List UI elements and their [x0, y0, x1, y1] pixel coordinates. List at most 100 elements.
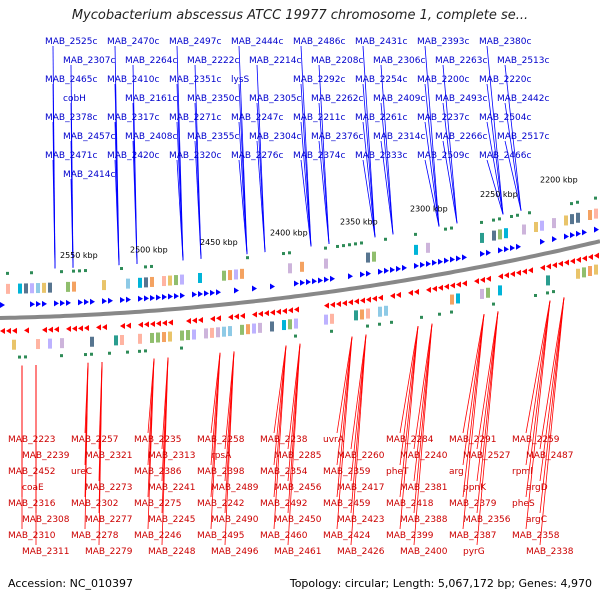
- forward-gene-label[interactable]: MAB_2466c: [479, 151, 532, 161]
- reverse-gene-label[interactable]: MAB_2426: [337, 547, 385, 557]
- reverse-gene-label[interactable]: MAB_2278: [71, 531, 119, 541]
- reverse-gene-label[interactable]: MAB_2359: [323, 467, 371, 477]
- reverse-gene-label[interactable]: MAB_2459: [323, 499, 371, 509]
- forward-gene-label[interactable]: MAB_2320c: [169, 151, 222, 161]
- reverse-gene-label[interactable]: MAB_2423: [337, 515, 385, 525]
- forward-gene-label[interactable]: MAB_2306c: [373, 56, 426, 66]
- forward-gene-label[interactable]: MAB_2504c: [479, 113, 532, 123]
- reverse-gene-label[interactable]: MAB_2495: [197, 531, 245, 541]
- reverse-gene-label[interactable]: MAB_2338: [526, 547, 574, 557]
- forward-gene-label[interactable]: MAB_2307c: [63, 56, 116, 66]
- reverse-gene-label[interactable]: MAB_2490: [211, 515, 259, 525]
- forward-gene-label[interactable]: MAB_2261c: [355, 113, 408, 123]
- reverse-gene-label[interactable]: MAB_2379: [449, 499, 497, 509]
- reverse-gene-label[interactable]: MAB_2241: [148, 483, 196, 493]
- reverse-gene-label[interactable]: MAB_2260: [337, 451, 385, 461]
- reverse-gene-label[interactable]: rpsA: [211, 451, 232, 461]
- reverse-gene-label[interactable]: pheT: [386, 467, 409, 477]
- forward-gene-label[interactable]: MAB_2200c: [417, 75, 470, 85]
- reverse-gene-label[interactable]: MAB_2496: [211, 547, 259, 557]
- reverse-gene-label[interactable]: MAB_2291: [449, 435, 497, 445]
- forward-gene-label[interactable]: MAB_2509c: [417, 151, 470, 161]
- reverse-gene-label[interactable]: MAB_2311: [22, 547, 70, 557]
- reverse-gene-label[interactable]: MAB_2308: [22, 515, 70, 525]
- forward-gene-label[interactable]: MAB_2486c: [293, 37, 346, 47]
- forward-gene-label[interactable]: MAB_2214c: [249, 56, 302, 66]
- reverse-gene-label[interactable]: MAB_2238: [260, 435, 308, 445]
- reverse-gene-label[interactable]: MAB_2381: [400, 483, 448, 493]
- reverse-gene-label[interactable]: MAB_2450: [274, 515, 322, 525]
- forward-gene-label[interactable]: MAB_2497c: [169, 37, 222, 47]
- reverse-gene-label[interactable]: MAB_2259: [512, 435, 560, 445]
- reverse-gene-label[interactable]: MAB_2461: [274, 547, 322, 557]
- forward-gene-label[interactable]: MAB_2444c: [231, 37, 284, 47]
- forward-gene-label[interactable]: cobH: [63, 94, 86, 104]
- forward-gene-label[interactable]: MAB_2208c: [311, 56, 364, 66]
- forward-gene-label[interactable]: MAB_2317c: [107, 113, 160, 123]
- forward-gene-label[interactable]: MAB_2305c: [249, 94, 302, 104]
- reverse-gene-label[interactable]: argC: [526, 515, 547, 525]
- reverse-gene-label[interactable]: MAB_2313: [148, 451, 196, 461]
- reverse-gene-label[interactable]: MAB_2284: [386, 435, 434, 445]
- reverse-gene-label[interactable]: MAB_2242: [197, 499, 245, 509]
- forward-gene-label[interactable]: MAB_2263c: [435, 56, 488, 66]
- reverse-gene-label[interactable]: MAB_2456: [274, 483, 322, 493]
- reverse-gene-label[interactable]: MAB_2387: [449, 531, 497, 541]
- reverse-gene-label[interactable]: MAB_2489: [211, 483, 259, 493]
- forward-gene-label[interactable]: MAB_2470c: [107, 37, 160, 47]
- forward-gene-label[interactable]: MAB_2471c: [45, 151, 98, 161]
- reverse-gene-label[interactable]: MAB_2275: [134, 499, 182, 509]
- forward-gene-label[interactable]: MAB_2222c: [187, 56, 240, 66]
- reverse-gene-label[interactable]: MAB_2386: [134, 467, 182, 477]
- reverse-gene-label[interactable]: arg: [449, 467, 464, 477]
- reverse-gene-label[interactable]: MAB_2321: [85, 451, 133, 461]
- reverse-gene-label[interactable]: MAB_2285: [274, 451, 322, 461]
- forward-gene-label[interactable]: MAB_2414c: [63, 170, 116, 180]
- forward-gene-label[interactable]: MAB_2376c: [311, 132, 364, 142]
- reverse-gene-label[interactable]: coaE: [22, 483, 44, 493]
- forward-gene-label[interactable]: MAB_2350c: [187, 94, 240, 104]
- forward-gene-label[interactable]: MAB_2254c: [355, 75, 408, 85]
- forward-gene-label[interactable]: MAB_2525c: [45, 37, 98, 47]
- reverse-gene-label[interactable]: MAB_2248: [148, 547, 196, 557]
- reverse-gene-label[interactable]: MAB_2273: [85, 483, 133, 493]
- reverse-gene-label[interactable]: MAB_2398: [197, 467, 245, 477]
- reverse-gene-label[interactable]: MAB_2527: [463, 451, 511, 461]
- reverse-gene-label[interactable]: MAB_2240: [400, 451, 448, 461]
- forward-gene-label[interactable]: MAB_2211c: [293, 113, 346, 123]
- reverse-gene-label[interactable]: MAB_2235: [134, 435, 182, 445]
- forward-gene-label[interactable]: lysS: [231, 75, 250, 85]
- forward-gene-label[interactable]: MAB_2304c: [249, 132, 302, 142]
- forward-gene-label[interactable]: MAB_2517c: [497, 132, 550, 142]
- forward-gene-label[interactable]: MAB_2314c: [373, 132, 426, 142]
- reverse-gene-label[interactable]: MAB_2418: [386, 499, 434, 509]
- reverse-gene-label[interactable]: argD: [526, 483, 548, 493]
- reverse-gene-label[interactable]: MAB_2310: [8, 531, 56, 541]
- reverse-gene-label[interactable]: MAB_2279: [85, 547, 133, 557]
- reverse-gene-label[interactable]: ureC: [71, 467, 92, 477]
- reverse-gene-label[interactable]: MAB_2358: [512, 531, 560, 541]
- forward-gene-label[interactable]: MAB_2465c: [45, 75, 98, 85]
- forward-gene-label[interactable]: MAB_2513c: [497, 56, 550, 66]
- reverse-gene-label[interactable]: pheS: [512, 499, 535, 509]
- forward-gene-label[interactable]: MAB_2262c: [311, 94, 364, 104]
- forward-gene-label[interactable]: MAB_2161c: [125, 94, 178, 104]
- reverse-gene-label[interactable]: MAB_2460: [260, 531, 308, 541]
- reverse-gene-label[interactable]: MAB_2492: [260, 499, 308, 509]
- forward-gene-label[interactable]: MAB_2333c: [355, 151, 408, 161]
- forward-gene-label[interactable]: MAB_2374c: [293, 151, 346, 161]
- forward-gene-label[interactable]: MAB_2264c: [125, 56, 178, 66]
- reverse-gene-label[interactable]: MAB_2245: [148, 515, 196, 525]
- forward-gene-label[interactable]: MAB_2493c: [435, 94, 488, 104]
- reverse-gene-label[interactable]: MAB_2246: [134, 531, 182, 541]
- forward-gene-label[interactable]: MAB_2247c: [231, 113, 284, 123]
- reverse-gene-label[interactable]: MAB_2487: [526, 451, 574, 461]
- reverse-gene-label[interactable]: MAB_2354: [260, 467, 308, 477]
- forward-gene-label[interactable]: MAB_2420c: [107, 151, 160, 161]
- forward-gene-label[interactable]: MAB_2442c: [497, 94, 550, 104]
- forward-gene-label[interactable]: MAB_2220c: [479, 75, 532, 85]
- forward-gene-label[interactable]: MAB_2276c: [231, 151, 284, 161]
- forward-gene-label[interactable]: MAB_2410c: [107, 75, 160, 85]
- forward-gene-label[interactable]: MAB_2237c: [417, 113, 470, 123]
